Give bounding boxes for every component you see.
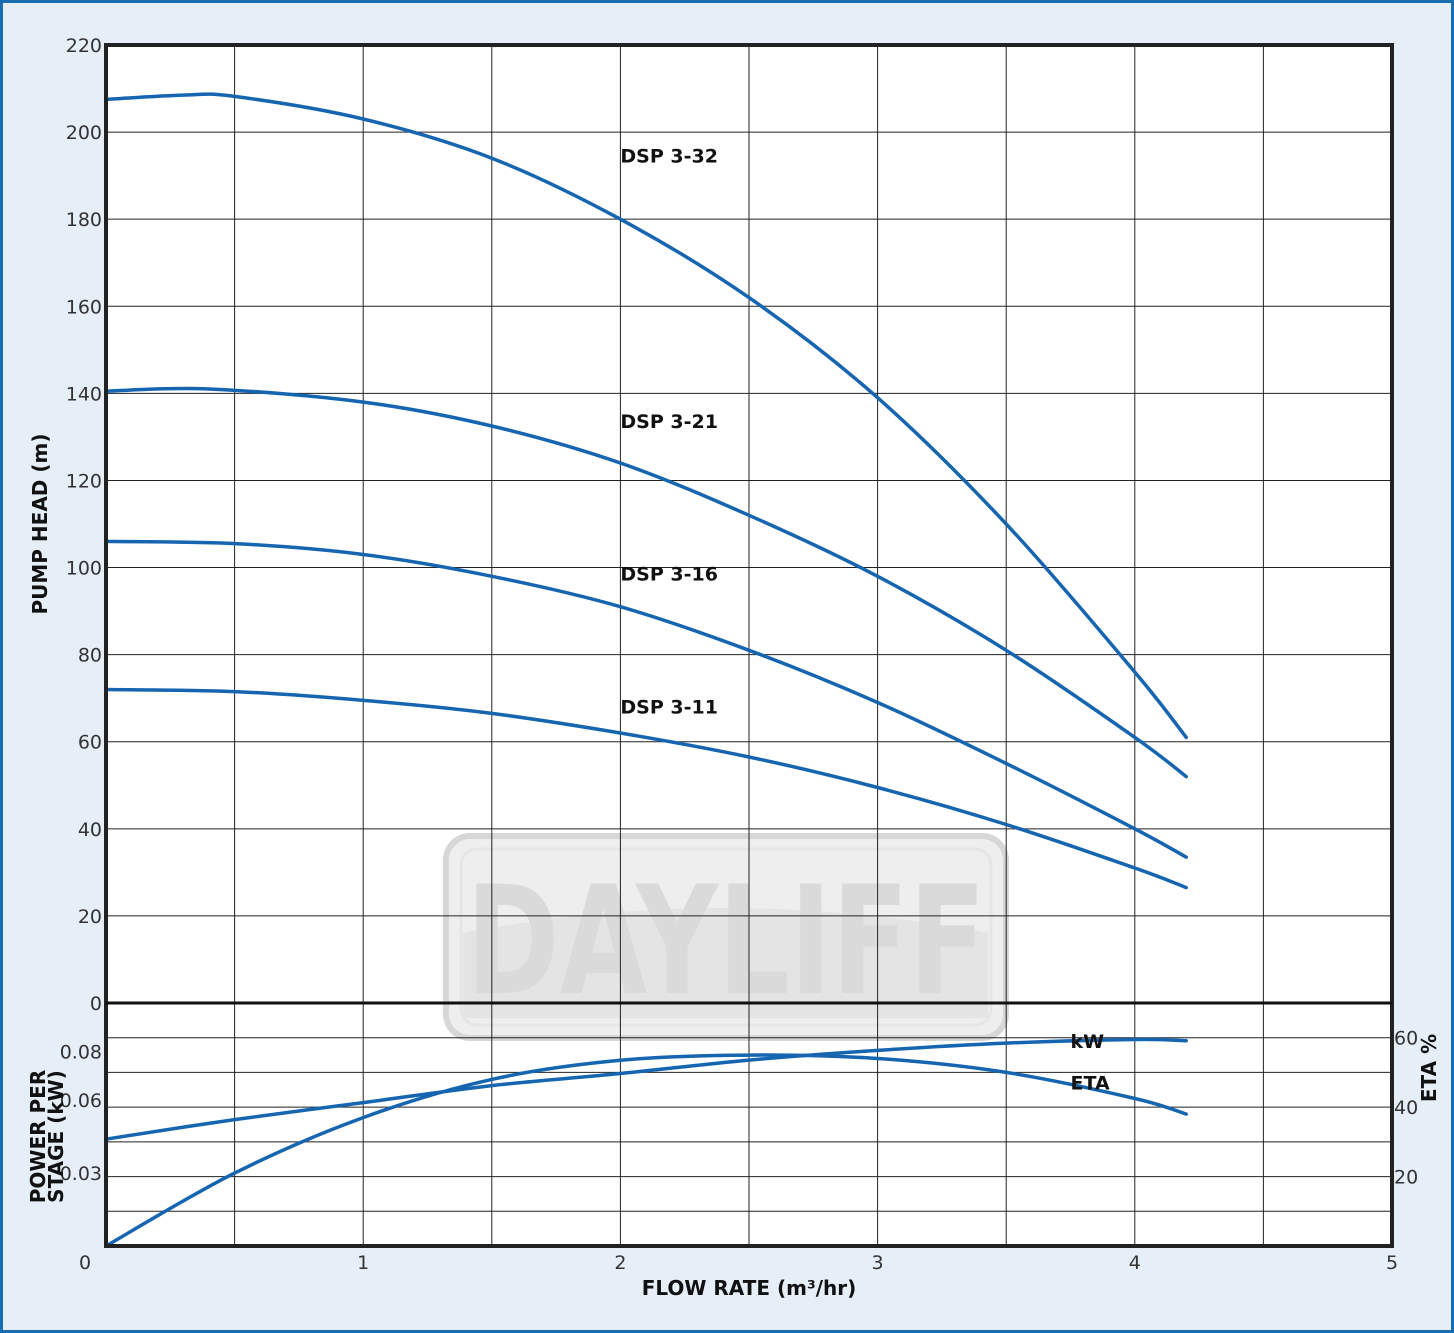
- y-tick-label: 120: [66, 470, 102, 492]
- curve-label-dsp-3-21: DSP 3-21: [620, 411, 718, 433]
- y-axis-title: PUMP HEAD (m): [28, 434, 52, 615]
- curve-label-kw: kW: [1071, 1031, 1105, 1053]
- eta-tick-label: 20: [1394, 1167, 1418, 1189]
- curve-label-dsp-3-32: DSP 3-32: [620, 146, 718, 168]
- curve-dsp-3-21: [106, 386, 1188, 779]
- x-tick-label: 5: [1386, 1252, 1398, 1274]
- y-tick-label: 100: [66, 558, 102, 580]
- y-tick-label: 80: [78, 645, 102, 667]
- power-tick-label: 0.08: [60, 1042, 102, 1064]
- power-tick-label: 0.03: [60, 1163, 102, 1185]
- power-tick-label: 0.06: [60, 1090, 102, 1112]
- power-axis-title-line-2: STAGE (kW): [44, 1070, 68, 1203]
- curve-dsp-3-11: [106, 687, 1188, 890]
- y-tick-label: 200: [66, 122, 102, 144]
- y-tick-label: 40: [78, 819, 102, 841]
- y-tick-label: 0: [90, 993, 102, 1015]
- y-tick-label: 140: [66, 383, 102, 405]
- x-tick-label: 3: [872, 1252, 884, 1274]
- curve-dsp-3-16: [106, 539, 1188, 859]
- eta-tick-label: 60: [1394, 1028, 1418, 1050]
- daylife-watermark-logo: DAYLIFF: [443, 833, 1009, 1041]
- x-axis-title: FLOW RATE (m³/hr): [642, 1276, 857, 1300]
- y-tick-label: 60: [78, 732, 102, 754]
- y-tick-label: 180: [66, 209, 102, 231]
- curves: [106, 92, 1188, 1246]
- plot-border: [104, 43, 1394, 1248]
- curve-eta: [106, 1053, 1188, 1246]
- curve-dsp-3-32: [106, 92, 1188, 740]
- y-tick-label: 220: [66, 35, 102, 57]
- eta-tick-label: 40: [1394, 1097, 1418, 1119]
- curve-label-eta: ETA: [1071, 1072, 1110, 1094]
- curve-label-dsp-3-16: DSP 3-16: [620, 564, 718, 586]
- x-tick-label: 1: [357, 1252, 369, 1274]
- curve-label-dsp-3-11: DSP 3-11: [620, 696, 718, 718]
- grid-lines: [106, 45, 1392, 1246]
- y-tick-label: 160: [66, 296, 102, 318]
- power-axis-title-line-1: POWER PER: [26, 1070, 50, 1203]
- watermark-text: DAYLIFF: [466, 855, 986, 1029]
- x-tick-label: 4: [1129, 1252, 1141, 1274]
- x-tick-label: 2: [614, 1252, 626, 1274]
- curve-kw: [106, 1037, 1188, 1141]
- origin-tick-label: 0: [79, 1252, 91, 1274]
- eta-axis-title: ETA %: [1417, 1034, 1441, 1102]
- y-tick-label: 20: [78, 906, 102, 928]
